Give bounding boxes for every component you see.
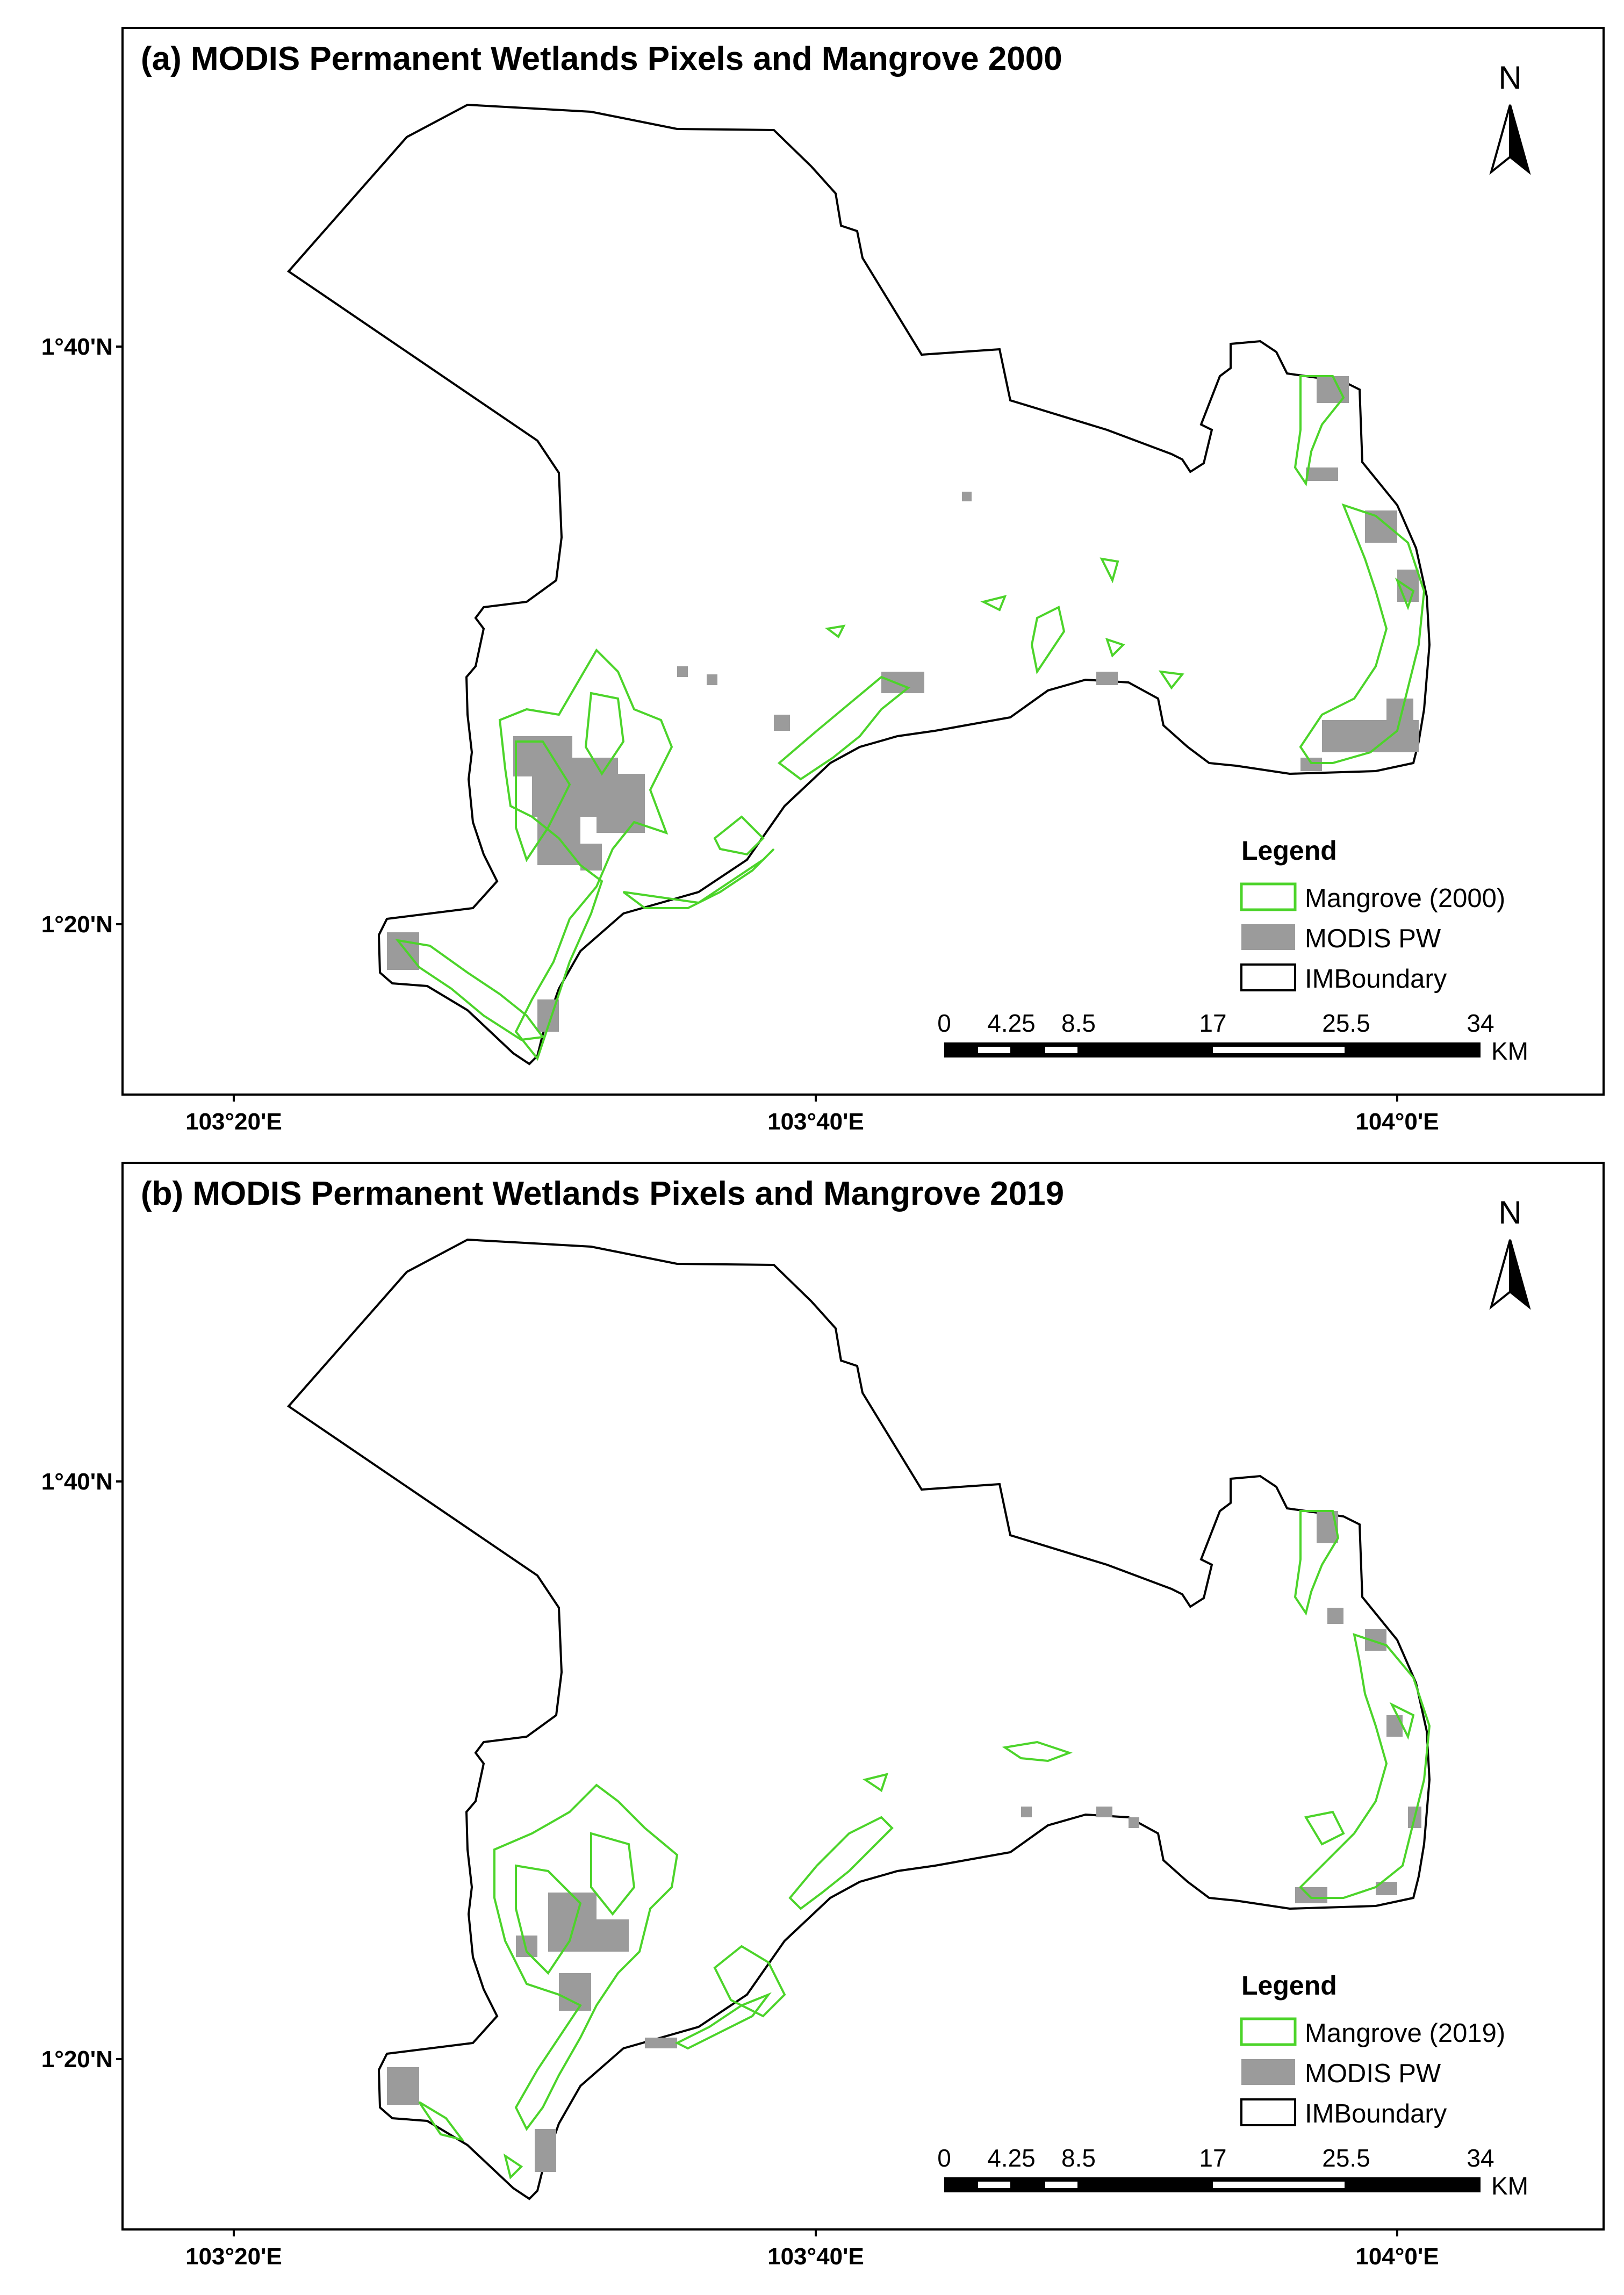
lon-tick-label: 103°40'E [767, 1109, 864, 1135]
scale-unit: KM [1491, 1037, 1528, 1065]
lon-tick-1: 103°20'E [185, 2229, 282, 2270]
scale-bar: 0 4.25 8.5 17 25.5 34 KM [937, 2144, 1528, 2200]
map-panel-b: (b) MODIS Permanent Wetlands Pixels and … [41, 1162, 1605, 2270]
scale-unit: KM [1491, 2172, 1528, 2200]
legend-swatch-modis-pw [1241, 2059, 1295, 2085]
legend: Legend Mangrove (2019) MODIS PW IMBounda… [1240, 1970, 1505, 2128]
lon-tick-label: 103°20'E [185, 1109, 282, 1135]
map-frame [121, 27, 1605, 1096]
lon-tick-3: 104°0'E [1355, 2229, 1439, 2270]
map-title: (b) MODIS Permanent Wetlands Pixels and … [141, 1175, 1064, 1212]
north-label: N [1498, 1195, 1521, 1231]
legend-label: Mangrove (2019) [1305, 2019, 1505, 2048]
lon-tick-1: 103°20'E [185, 1095, 282, 1135]
lat-tick-2: 1°20'N [41, 2046, 123, 2073]
legend-swatch-modis-pw [1241, 924, 1295, 950]
modis-pw-pixels [387, 1511, 1421, 2172]
lon-tick-label: 104°0'E [1355, 2243, 1439, 2270]
lat-tick-label: 1°20'N [41, 2046, 113, 2073]
scale-label: 34 [1467, 1009, 1494, 1037]
legend-label: Mangrove (2000) [1305, 884, 1505, 913]
lat-tick-label: 1°40'N [41, 334, 113, 360]
legend-heading: Legend [1241, 836, 1337, 866]
scale-label: 8.5 [1061, 2144, 1096, 2172]
lon-tick-label: 104°0'E [1355, 1109, 1439, 1135]
scale-label: 17 [1199, 2144, 1226, 2172]
lon-tick-2: 103°40'E [767, 1095, 864, 1135]
north-arrow: N [1489, 60, 1531, 175]
map-title: (a) MODIS Permanent Wetlands Pixels and … [141, 40, 1062, 77]
mangrove-2000-outlines [395, 375, 1426, 1061]
lat-tick-1: 1°40'N [41, 334, 123, 360]
north-label: N [1498, 60, 1521, 96]
map-panel-a: (a) MODIS Permanent Wetlands Pixels and … [41, 27, 1605, 1135]
lon-tick-2: 103°40'E [767, 2229, 864, 2270]
scale-label: 8.5 [1061, 1009, 1096, 1037]
scale-label: 4.25 [987, 2144, 1036, 2172]
legend-heading: Legend [1241, 1970, 1337, 2001]
lat-tick-2: 1°20'N [41, 911, 123, 938]
north-arrow: N [1489, 1195, 1531, 1310]
scale-label: 34 [1467, 2144, 1494, 2172]
lon-tick-3: 104°0'E [1355, 1095, 1439, 1135]
legend: Legend Mangrove (2000) MODIS PW IMBounda… [1240, 836, 1505, 994]
legend-label: MODIS PW [1305, 2059, 1441, 2088]
lat-tick-label: 1°20'N [41, 911, 113, 938]
scale-label: 25.5 [1322, 2144, 1370, 2172]
legend-swatch-boundary [1240, 963, 1296, 991]
scale-bar: 0 4.25 8.5 17 25.5 34 KM [937, 1009, 1528, 1065]
scale-label: 17 [1199, 1009, 1226, 1037]
legend-label: IMBoundary [1305, 2099, 1447, 2128]
legend-label: MODIS PW [1305, 924, 1441, 953]
scale-label: 0 [937, 1009, 951, 1037]
map-frame [121, 1162, 1605, 2231]
legend-swatch-mangrove [1240, 2017, 1297, 2046]
scale-label: 25.5 [1322, 1009, 1370, 1037]
scale-label: 0 [937, 2144, 951, 2172]
lon-tick-label: 103°40'E [767, 2243, 864, 2270]
lat-tick-1: 1°40'N [41, 1469, 123, 1495]
legend-swatch-boundary [1240, 2098, 1296, 2126]
mangrove-2019-outlines [418, 1510, 1431, 2179]
modis-pw-pixels [387, 376, 1419, 1032]
lat-tick-label: 1°40'N [41, 1469, 113, 1495]
lon-tick-label: 103°20'E [185, 2243, 282, 2270]
legend-swatch-mangrove [1240, 882, 1297, 911]
scale-label: 4.25 [987, 1009, 1036, 1037]
legend-label: IMBoundary [1305, 965, 1447, 994]
